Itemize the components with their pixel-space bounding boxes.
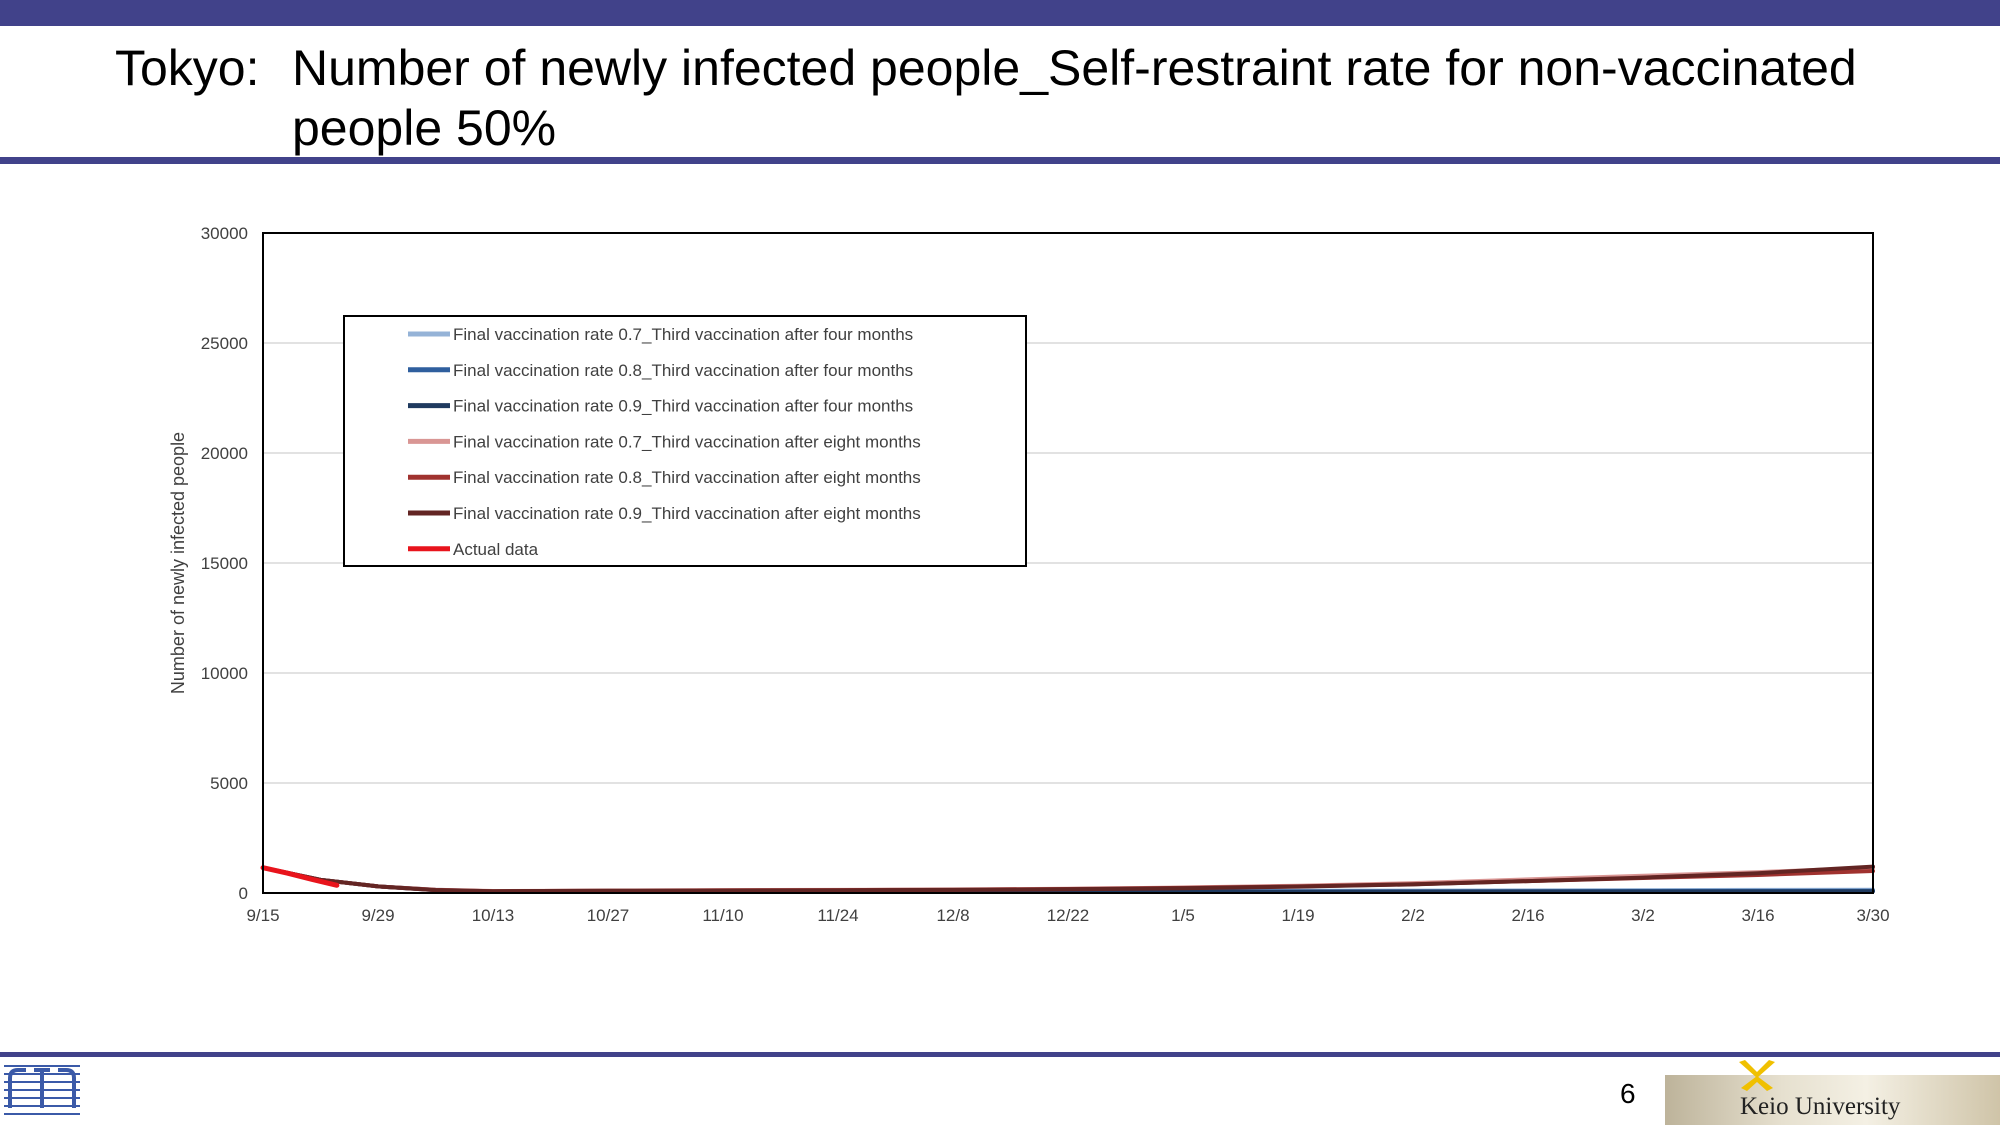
y-tick-label: 15000 [201, 554, 248, 573]
institute-logo-icon [4, 1065, 80, 1115]
legend-label: Final vaccination rate 0.8_Third vaccina… [453, 361, 913, 380]
x-tick-label: 10/13 [472, 906, 515, 925]
plot-area-border [262, 232, 1874, 894]
plot-series [260, 864, 1875, 894]
x-tick-label: 11/10 [702, 906, 743, 925]
x-tick-labels: 9/15 9/29 10/13 10/27 11/10 11/24 12/8 12/22 1/5… [246, 906, 1889, 925]
x-tick-label: 9/15 [246, 906, 279, 925]
x-tick-label: 12/8 [936, 906, 969, 925]
y-tick-label: 30000 [201, 224, 248, 243]
line-chart: 0 5000 10000 15000 20000 25000 30000 9/15 9/29 1… [168, 224, 1890, 925]
x-tick-label: 2/2 [1401, 906, 1425, 925]
footer-divider [0, 1052, 2000, 1057]
x-tick-label: 12/22 [1047, 906, 1090, 925]
x-tick-label: 1/19 [1281, 906, 1314, 925]
y-tick-label: 20000 [201, 444, 248, 463]
x-tick-label: 3/16 [1741, 906, 1774, 925]
top-brand-bar [0, 0, 2000, 26]
y-tick-label: 5000 [210, 774, 248, 793]
x-tick-label: 9/29 [361, 906, 394, 925]
title-divider [0, 157, 2000, 164]
university-name: Keio University [1740, 1093, 1901, 1120]
legend-label: Final vaccination rate 0.7_Third vaccina… [453, 325, 913, 344]
x-tick-label: 3/2 [1631, 906, 1655, 925]
legend-label: Final vaccination rate 0.8_Third vaccina… [453, 468, 921, 487]
legend-box [343, 315, 1027, 567]
y-tick-label: 0 [239, 884, 248, 903]
legend-label: Final vaccination rate 0.9_Third vaccina… [453, 504, 921, 523]
legend-label: Actual data [453, 540, 539, 559]
series-line [261, 864, 1875, 894]
keio-pen-icon [1739, 1060, 1775, 1091]
y-tick-label: 10000 [201, 664, 248, 683]
slide-title: Number of newly infected people_Self-res… [292, 40, 1857, 156]
x-tick-label: 10/27 [587, 906, 630, 925]
legend-label: Final vaccination rate 0.7_Third vaccina… [453, 432, 921, 451]
legend-label: Final vaccination rate 0.9_Third vaccina… [453, 397, 913, 416]
x-tick-label: 2/16 [1511, 906, 1544, 925]
legend: Final vaccination rate 0.7_Third vaccina… [343, 315, 1027, 567]
x-tick-label: 3/30 [1856, 906, 1889, 925]
page-number: 6 [1620, 1078, 1636, 1109]
y-tick-labels: 0 5000 10000 15000 20000 25000 30000 [201, 224, 248, 903]
series-line [260, 865, 340, 888]
y-tick-label: 25000 [201, 334, 248, 353]
slide-title-prefix: Tokyo: [115, 40, 260, 96]
y-axis-label: Number of newly infected people [168, 432, 188, 694]
x-tick-label: 11/24 [817, 906, 858, 925]
x-tick-label: 1/5 [1171, 906, 1195, 925]
keio-badge: Keio University [1665, 1060, 2000, 1125]
